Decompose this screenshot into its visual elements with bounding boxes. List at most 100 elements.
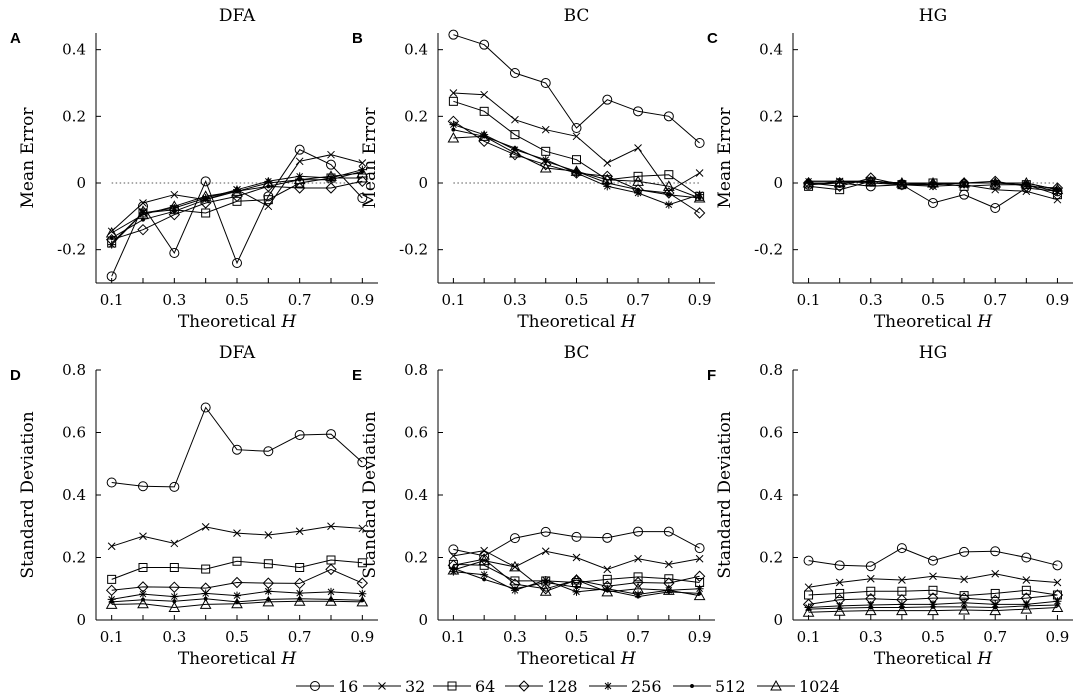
data-point-1024: [989, 176, 1002, 188]
y-tick-label: 0.4: [404, 41, 428, 59]
data-point-32: [572, 132, 581, 141]
panel-letter: F: [707, 367, 716, 384]
y-tick-label: 0: [418, 174, 428, 192]
x-axis-label-text: Theoretical: [874, 649, 978, 669]
x-axis-label-var: H: [280, 312, 297, 332]
x-tick-label: 0.7: [626, 628, 650, 646]
x-tick-label: 0.1: [441, 291, 465, 309]
data-point-64: [602, 574, 612, 584]
series-line-512: [111, 170, 363, 239]
series-16: [106, 144, 368, 282]
y-tick-label: 0: [418, 611, 428, 629]
y-tick-label: 0.2: [404, 107, 428, 125]
data-point-32: [358, 159, 367, 167]
x-tick-label: 0.1: [797, 291, 821, 309]
x-tick-label: 0.1: [797, 628, 821, 646]
data-point-512: [574, 585, 579, 590]
series-line-128: [111, 180, 363, 241]
data-point-16: [571, 531, 582, 542]
y-axis-label: Standard Deviation: [715, 411, 735, 578]
data-point-32: [960, 575, 968, 584]
series-line-16: [808, 547, 1058, 567]
x-axis-label: Theoretical H: [517, 312, 637, 332]
data-point-256: [264, 587, 273, 596]
data-point-64: [448, 96, 458, 106]
data-point-256: [170, 592, 179, 601]
x-tick-label: 0.7: [288, 628, 312, 646]
data-point-16: [326, 159, 336, 170]
data-point-128: [478, 135, 490, 148]
data-point-32: [634, 144, 642, 152]
x-tick-label: 0.7: [626, 291, 650, 309]
data-point-32: [664, 187, 673, 196]
series-line-128: [808, 594, 1058, 605]
data-point-32: [201, 523, 210, 531]
data-point-1024: [509, 560, 521, 572]
data-point-16: [694, 138, 705, 148]
data-point-1024: [168, 601, 181, 612]
data-point-256: [233, 591, 241, 600]
data-point-256: [107, 240, 116, 249]
data-point-32: [480, 90, 489, 99]
data-point-512: [482, 577, 487, 582]
series-32: [449, 89, 704, 196]
data-point-32: [898, 576, 906, 584]
x-tick-label: 0.9: [688, 291, 712, 309]
data-point-64: [835, 185, 845, 195]
data-point-64: [169, 563, 179, 572]
x-tick-label: 0.3: [503, 291, 527, 309]
data-point-16: [540, 526, 551, 537]
data-point-16: [834, 560, 845, 571]
data-point-256: [295, 172, 304, 181]
y-tick-label: 0.2: [62, 107, 86, 125]
data-point-64: [928, 585, 938, 595]
data-point-128: [168, 581, 181, 593]
y-axis-label: Mean Error: [715, 107, 735, 209]
data-point-16: [571, 123, 582, 133]
data-point-1024: [632, 175, 644, 186]
data-point-64: [232, 196, 242, 206]
series-1024: [105, 595, 369, 612]
data-point-256: [480, 570, 489, 579]
data-point-1024: [662, 584, 675, 595]
series-line-16: [453, 531, 700, 557]
data-point-16: [479, 39, 490, 50]
x-tick-label: 0.7: [983, 628, 1007, 646]
data-point-256: [991, 600, 1000, 609]
data-point-32: [233, 529, 241, 537]
data-point-16: [990, 546, 1001, 557]
series-1024: [802, 601, 1064, 617]
data-point-256: [139, 209, 147, 217]
series-line-64: [453, 100, 700, 197]
data-point-16: [169, 248, 180, 258]
series-256: [107, 587, 367, 604]
series-1024: [105, 166, 369, 238]
x-axis-label-text: Theoretical: [517, 312, 621, 332]
data-point-32: [664, 560, 673, 569]
data-point-512: [636, 594, 641, 599]
data-point-1024: [231, 597, 243, 609]
data-point-256: [139, 590, 147, 599]
data-point-256: [295, 589, 304, 598]
y-axis-label: Mean Error: [18, 107, 38, 209]
series-1024: [802, 175, 1064, 195]
data-point-1024: [168, 200, 181, 211]
data-point-32: [480, 546, 489, 555]
data-point-128: [540, 583, 552, 595]
data-point-1024: [989, 604, 1002, 616]
data-point-128: [693, 570, 706, 582]
data-point-32: [541, 125, 550, 134]
data-point-32: [1053, 195, 1062, 204]
data-point-256: [201, 589, 210, 598]
legend-label: 128: [547, 677, 578, 696]
data-point-64: [263, 195, 273, 205]
data-point-1024: [447, 563, 460, 575]
legend-marker-triangle: [770, 679, 782, 691]
series-line-32: [111, 525, 363, 547]
data-point-256: [603, 182, 612, 191]
legend-marker-dot: [689, 683, 695, 689]
data-point-128: [632, 576, 644, 589]
panel-title: DFA: [219, 343, 256, 363]
data-point-16: [1052, 560, 1063, 571]
data-point-32: [107, 227, 116, 236]
